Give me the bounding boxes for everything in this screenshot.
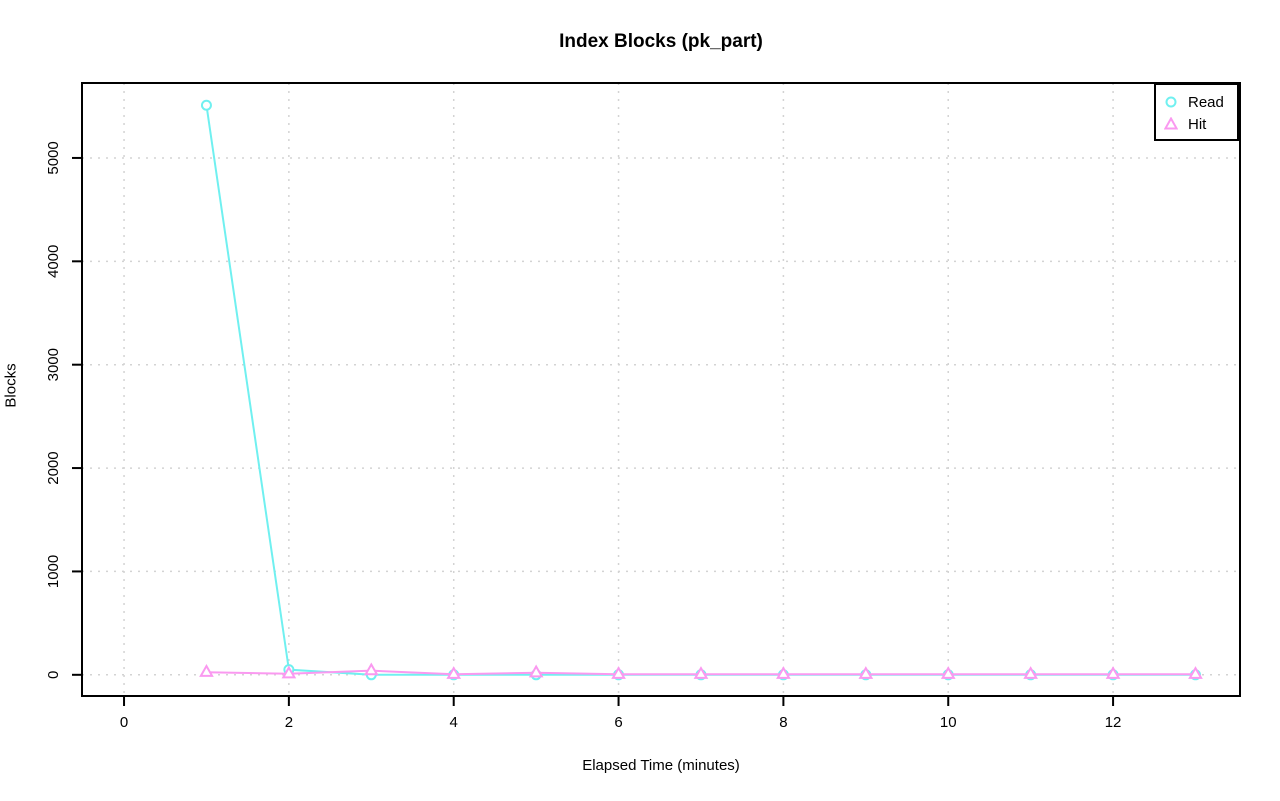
hit-point-marker xyxy=(1188,666,1203,679)
hit-point-marker xyxy=(528,664,544,678)
chart-title: Index Blocks (pk_part) xyxy=(559,31,763,52)
hit-point-marker xyxy=(1023,666,1038,679)
hit-point-marker xyxy=(693,666,709,679)
y-tick-label: 3000 xyxy=(45,348,62,381)
y-tick-label: 2000 xyxy=(45,451,62,484)
x-tick-label: 2 xyxy=(285,714,293,731)
legend-label-hit: Hit xyxy=(1188,115,1207,133)
x-tick-label: 8 xyxy=(779,714,787,731)
y-tick-label: 1000 xyxy=(45,555,62,588)
x-tick-label: 0 xyxy=(120,714,128,731)
x-tick-label: 4 xyxy=(450,714,458,731)
hit-point-marker xyxy=(363,662,379,676)
hit-point-marker xyxy=(776,666,791,679)
x-tick-label: 6 xyxy=(614,714,622,731)
x-tick-label: 12 xyxy=(1105,714,1122,731)
y-axis-label: Blocks xyxy=(2,363,20,408)
read-point-marker xyxy=(200,99,212,111)
x-tick-label: 10 xyxy=(940,714,957,731)
hit-point-marker xyxy=(611,666,626,679)
legend-entry-hit: Hit xyxy=(1164,113,1229,135)
legend-entry-read: Read xyxy=(1164,91,1229,113)
x-axis-label: Elapsed Time (minutes) xyxy=(582,757,740,774)
legend-label-read: Read xyxy=(1188,93,1224,111)
hit-point-marker xyxy=(199,664,214,677)
hit-point-marker xyxy=(858,666,874,679)
read-series-line xyxy=(205,104,1197,676)
circle-icon xyxy=(1165,96,1177,108)
hit-point-marker xyxy=(940,666,956,679)
triangle-icon xyxy=(1164,117,1178,130)
y-tick-label: 0 xyxy=(45,671,62,679)
legend: Read Hit xyxy=(1154,83,1239,141)
hit-point-marker xyxy=(281,665,297,679)
y-tick-label: 5000 xyxy=(45,141,62,174)
y-tick-label: 4000 xyxy=(45,245,62,278)
hit-point-marker xyxy=(446,666,462,679)
hit-point-marker xyxy=(1105,666,1121,679)
plot-border xyxy=(81,82,1241,697)
